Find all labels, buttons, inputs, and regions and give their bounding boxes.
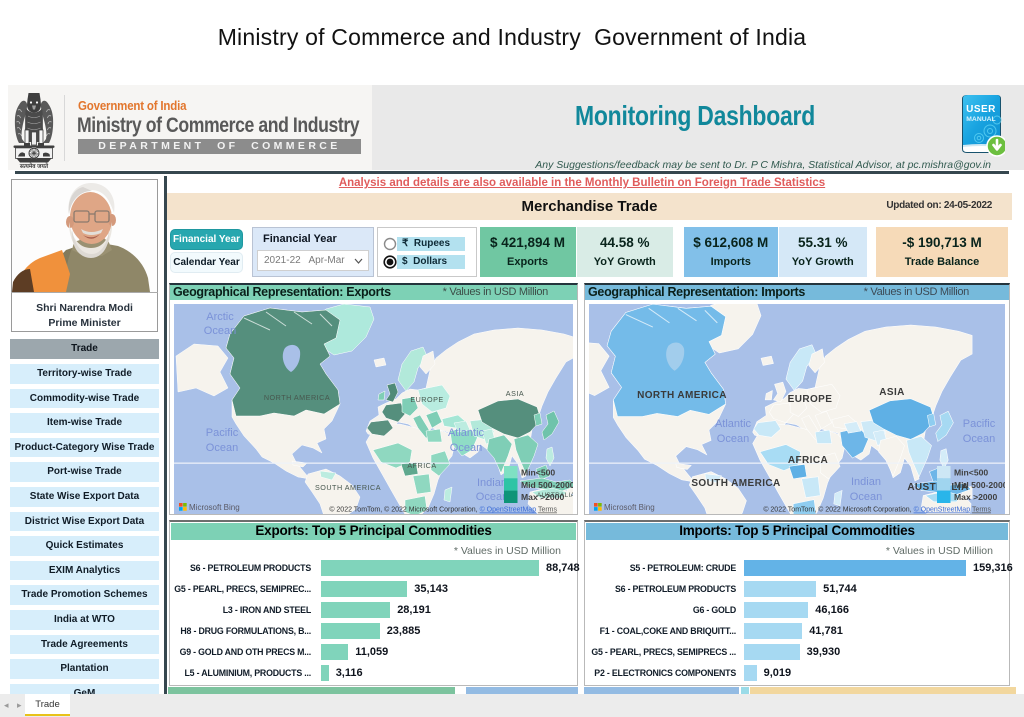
svg-text:Arctic: Arctic bbox=[206, 311, 234, 323]
svg-text:USER: USER bbox=[966, 104, 996, 115]
svg-text:Mid 500-2000: Mid 500-2000 bbox=[954, 479, 1005, 489]
svg-text:Pacific: Pacific bbox=[963, 418, 996, 430]
svg-text:Max >2000: Max >2000 bbox=[521, 492, 564, 502]
svg-text:Ocean: Ocean bbox=[206, 442, 238, 454]
svg-text:Atlantic: Atlantic bbox=[715, 418, 752, 430]
svg-text:ASIA: ASIA bbox=[506, 389, 524, 398]
svg-text:NORTH AMERICA: NORTH AMERICA bbox=[264, 393, 330, 402]
svg-text:AFRICA: AFRICA bbox=[407, 461, 436, 470]
svg-text:Ocean: Ocean bbox=[450, 442, 482, 454]
svg-text:© 2022 TomTom, © 2022 Microsof: © 2022 TomTom, © 2022 Microsoft Corporat… bbox=[763, 505, 991, 513]
svg-text:सत्यमेव जयते: सत्यमेव जयते bbox=[19, 162, 49, 168]
svg-text:Min<500: Min<500 bbox=[954, 467, 988, 477]
svg-text:EUROPE: EUROPE bbox=[788, 394, 833, 405]
svg-text:AFRICA: AFRICA bbox=[788, 455, 828, 466]
svg-text:Mid 500-2000: Mid 500-2000 bbox=[521, 479, 573, 489]
svg-text:MANUAL: MANUAL bbox=[966, 116, 995, 123]
svg-text:Max >2000: Max >2000 bbox=[954, 492, 997, 502]
svg-text:Indian: Indian bbox=[477, 477, 507, 489]
svg-text:Microsoft Bing: Microsoft Bing bbox=[604, 503, 655, 512]
svg-text:© 2022 TomTom, © 2022 Microsof: © 2022 TomTom, © 2022 Microsoft Corporat… bbox=[329, 505, 557, 513]
svg-text:Ocean: Ocean bbox=[850, 491, 882, 503]
svg-text:NORTH AMERICA: NORTH AMERICA bbox=[637, 390, 727, 401]
svg-text:EUROPE: EUROPE bbox=[410, 395, 443, 404]
svg-text:Pacific: Pacific bbox=[206, 427, 239, 439]
svg-text:ASIA: ASIA bbox=[879, 387, 905, 398]
svg-text:SOUTH AMERICA: SOUTH AMERICA bbox=[315, 483, 381, 492]
svg-text:Ocean: Ocean bbox=[963, 433, 995, 445]
svg-text:Ocean: Ocean bbox=[476, 491, 508, 503]
svg-text:Ocean: Ocean bbox=[717, 433, 749, 445]
svg-text:Ocean: Ocean bbox=[204, 325, 236, 337]
svg-text:Atlantic: Atlantic bbox=[448, 427, 485, 439]
svg-text:Min<500: Min<500 bbox=[521, 467, 555, 477]
svg-text:SOUTH AMERICA: SOUTH AMERICA bbox=[691, 478, 780, 489]
svg-text:AUSTRALIA: AUSTRALIA bbox=[537, 492, 573, 499]
svg-text:Microsoft Bing: Microsoft Bing bbox=[189, 503, 240, 512]
svg-text:Indian: Indian bbox=[851, 476, 881, 488]
